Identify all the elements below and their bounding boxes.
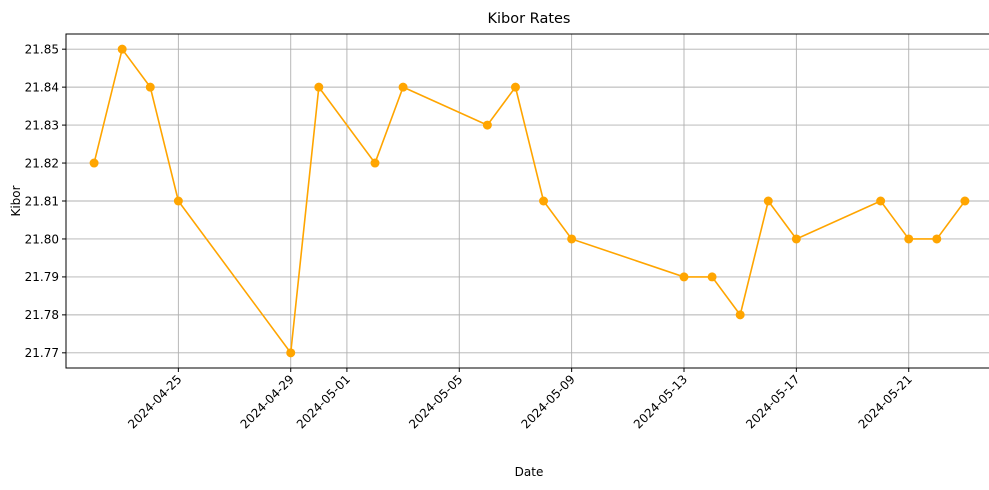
data-point: [932, 234, 942, 244]
x-tick-label: 2024-05-09: [519, 372, 578, 431]
data-point: [145, 82, 155, 92]
y-tick-label: 21.81: [25, 194, 59, 208]
data-point: [763, 196, 773, 206]
data-point: [482, 120, 492, 130]
data-point: [314, 82, 324, 92]
y-tick-label: 21.77: [25, 346, 59, 360]
x-tick-label: 2024-05-05: [406, 372, 465, 431]
y-axis: 21.77 21.78 21.79 21.80 21.81 21.82 21.83 21.84…: [25, 42, 66, 360]
x-tick-label: 2024-04-25: [125, 372, 184, 431]
y-tick-label: 21.85: [25, 42, 59, 56]
data-point: [286, 348, 296, 358]
x-tick-label: 2024-05-01: [294, 372, 353, 431]
y-tick-label: 21.83: [25, 118, 59, 132]
data-point: [960, 196, 970, 206]
y-tick-label: 21.79: [25, 270, 59, 284]
data-point: [173, 196, 183, 206]
y-tick-label: 21.80: [25, 232, 59, 246]
data-point: [89, 158, 99, 168]
data-point: [904, 234, 914, 244]
x-tick-label: 2024-05-21: [856, 372, 915, 431]
data-point: [735, 310, 745, 320]
x-tick-label: 2024-05-17: [743, 372, 802, 431]
y-tick-label: 21.84: [25, 80, 59, 94]
x-tick-label: 2024-04-29: [238, 372, 297, 431]
data-point: [398, 82, 408, 92]
data-point: [539, 196, 549, 206]
data-point: [791, 234, 801, 244]
chart-title: Kibor Rates: [488, 11, 571, 27]
data-point: [707, 272, 717, 282]
data-point: [567, 234, 577, 244]
y-tick-label: 21.78: [25, 308, 59, 322]
grid: [66, 34, 989, 368]
data-point: [117, 44, 127, 54]
x-tick-label: 2024-05-13: [631, 372, 690, 431]
y-axis-label: Kibor: [9, 185, 23, 216]
data-point: [510, 82, 520, 92]
x-axis-label: Date: [515, 465, 544, 479]
data-point: [876, 196, 886, 206]
data-point: [679, 272, 689, 282]
y-tick-label: 21.82: [25, 156, 59, 170]
data-point: [370, 158, 380, 168]
series-points: [89, 44, 970, 358]
